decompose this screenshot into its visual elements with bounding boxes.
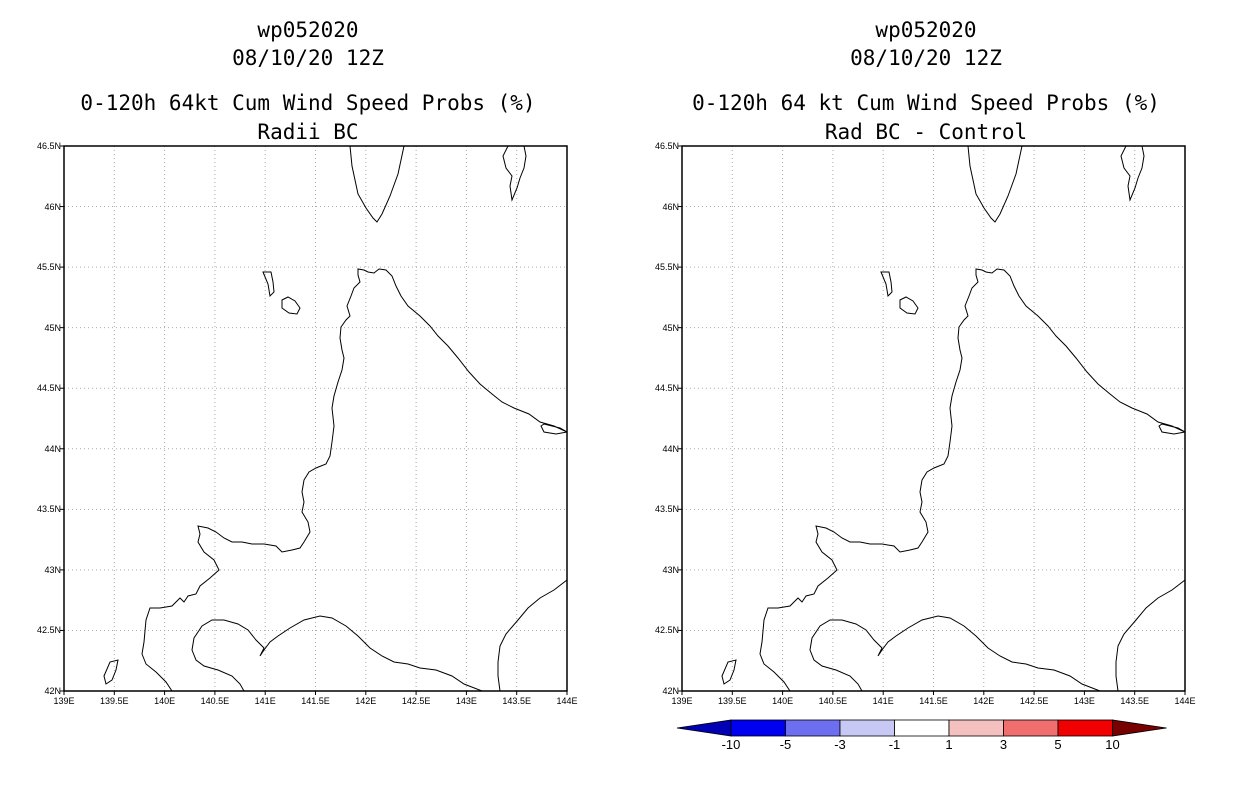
colorbar-label: -5 [779, 737, 792, 752]
right-datetime: 08/10/20 12Z [850, 46, 1002, 70]
lon-label: 142.5E [401, 696, 431, 706]
lat-label: 45.5N [654, 262, 679, 273]
lon-label: 139E [53, 696, 75, 706]
lat-label: 46N [44, 201, 61, 212]
lat-label: 44.5N [36, 383, 61, 394]
colorbar-segment [948, 719, 1004, 737]
lon-label: 143.5E [502, 696, 531, 706]
lon-label: 144E [556, 696, 578, 706]
colorbar-segment [1003, 719, 1059, 737]
lat-label: 43N [44, 564, 61, 575]
lat-label: 43.5N [654, 504, 679, 515]
lat-label: 45N [662, 322, 679, 333]
left-storm-id: wp052020 [257, 18, 359, 42]
colorbar-label: -10 [721, 737, 741, 752]
right-storm-id: wp052020 [875, 18, 977, 42]
lat-label: 42.5N [36, 625, 61, 636]
colorbar-segment [785, 719, 841, 737]
right-subtitle: Rad BC - Control [824, 120, 1028, 144]
lon-label: 143E [1073, 696, 1095, 706]
lon-label: 142E [973, 696, 995, 706]
colorbar-label: 3 [999, 737, 1008, 752]
lon-label: 140.5E [200, 696, 230, 706]
lat-label: 42N [44, 686, 61, 696]
lon-label: 141E [872, 696, 894, 706]
lat-label: 46N [662, 201, 679, 212]
colorbar-label: 1 [945, 737, 953, 752]
colorbar-label: -3 [834, 737, 846, 752]
lat-label: 43N [662, 564, 679, 575]
lon-label: 140.5E [818, 696, 848, 706]
colorbar-label: -1 [888, 737, 901, 752]
lon-label: 139.5E [718, 696, 747, 706]
left-datetime: 08/10/20 12Z [232, 46, 384, 70]
colorbar-segment [1057, 719, 1113, 737]
right-product-title: 0-120h 64 kt Cum Wind Speed Probs (%) [692, 91, 1160, 115]
colorbar-segment [730, 719, 786, 737]
colorbar-min-arrow [676, 719, 732, 737]
lon-label: 142E [355, 696, 377, 706]
lat-label: 43.5N [36, 504, 61, 515]
right-map [678, 145, 1186, 695]
lat-label: 46.5N [654, 141, 679, 151]
colorbar [676, 719, 1167, 737]
lon-label: 139.5E [100, 696, 129, 706]
left-product-title: 0-120h 64kt Cum Wind Speed Probs (%) [80, 91, 536, 115]
lon-label: 141.5E [301, 696, 330, 706]
lon-label: 141.5E [919, 696, 948, 706]
colorbar-label: 5 [1054, 737, 1062, 752]
colorbar-segment [894, 719, 950, 737]
left-map [60, 145, 568, 695]
colorbar-max-arrow [1112, 719, 1167, 737]
lat-label: 42N [662, 686, 679, 696]
lat-label: 42.5N [654, 625, 679, 636]
lat-label: 45.5N [36, 262, 61, 273]
lon-label: 140E [154, 696, 176, 706]
lon-label: 142.5E [1019, 696, 1049, 706]
lat-label: 44N [44, 443, 61, 454]
lon-label: 139E [671, 696, 693, 706]
lon-label: 141E [254, 696, 276, 706]
lon-label: 143E [455, 696, 477, 706]
left-subtitle: Radii BC [257, 120, 359, 144]
lat-label: 45N [44, 322, 61, 333]
lat-label: 44.5N [654, 383, 679, 394]
lat-label: 46.5N [36, 141, 61, 151]
lon-label: 144E [1174, 696, 1196, 706]
colorbar-segment [839, 719, 895, 737]
colorbar-label: 10 [1105, 737, 1120, 752]
lat-label: 44N [662, 443, 679, 454]
lon-label: 140E [772, 696, 794, 706]
lon-label: 143.5E [1120, 696, 1149, 706]
